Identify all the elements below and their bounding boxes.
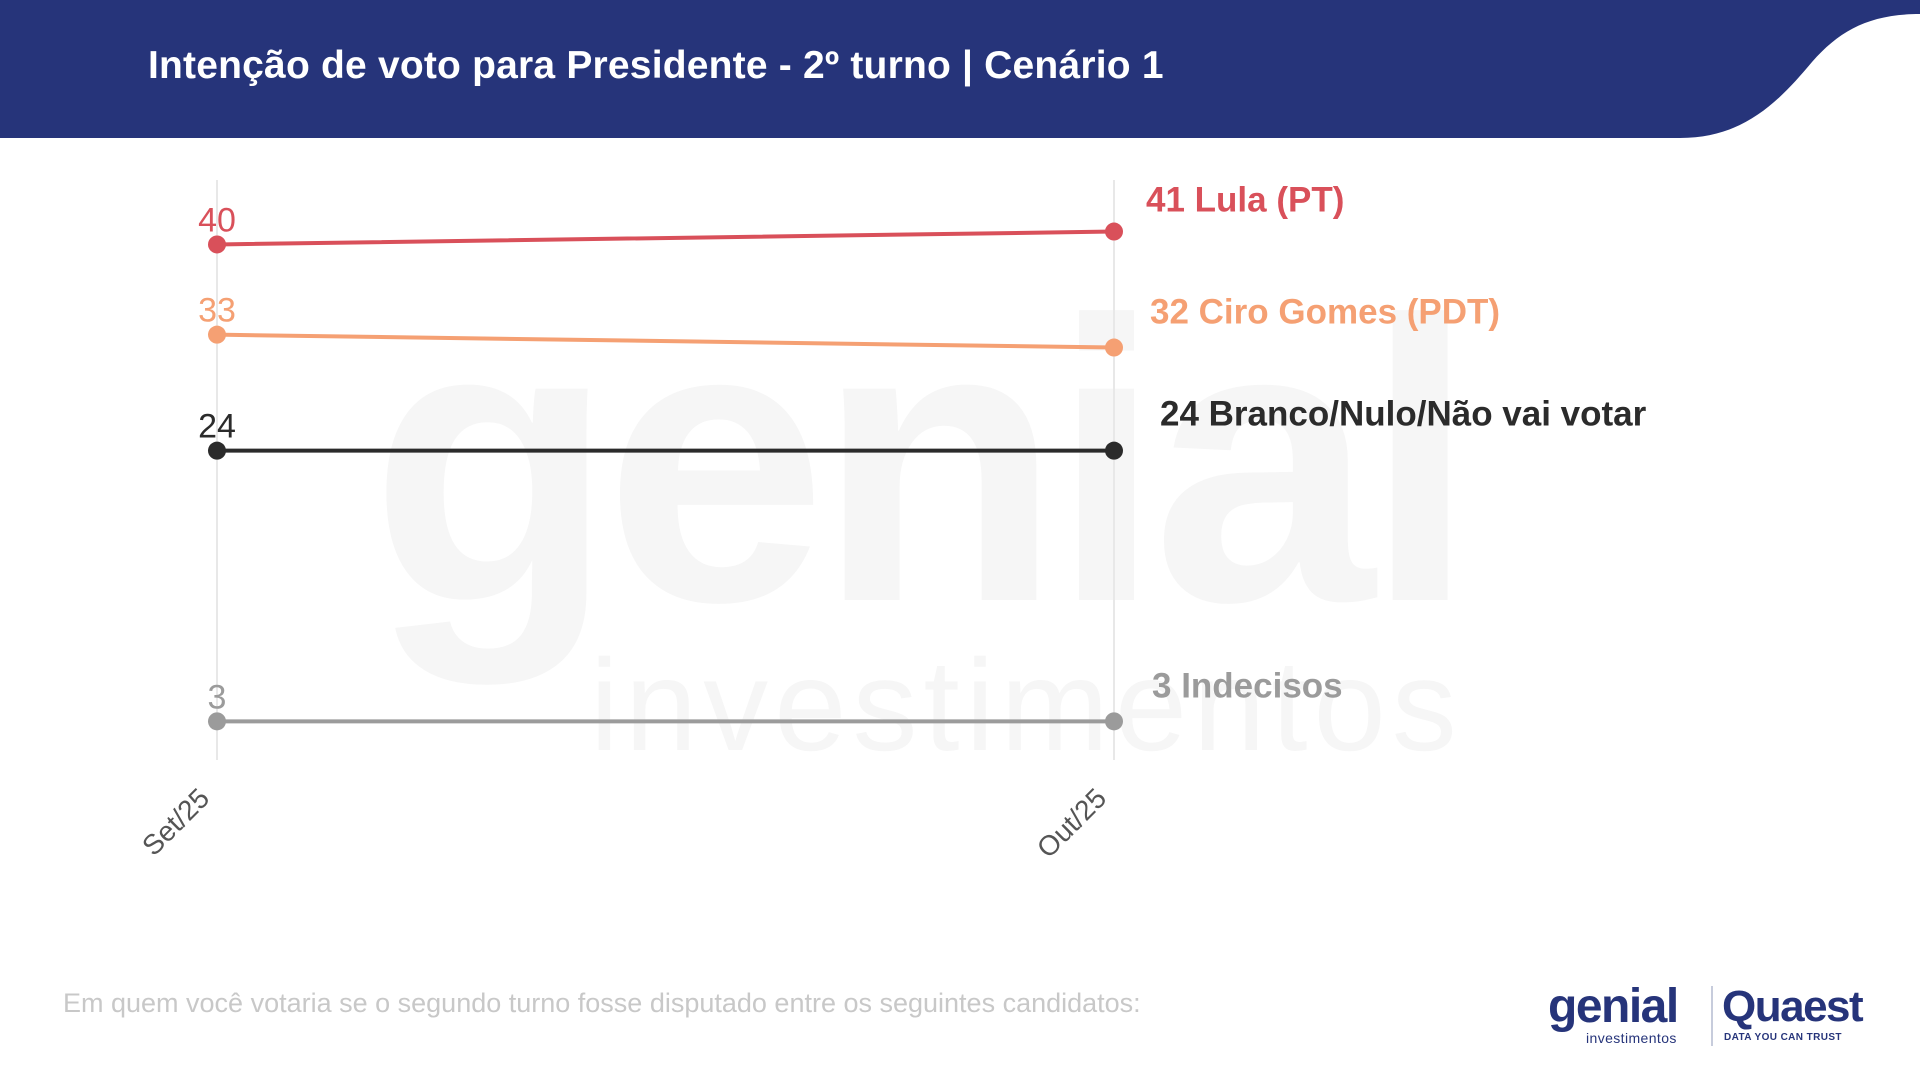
quaest-logo: Quaest xyxy=(1722,982,1864,1031)
series-name-label: Lula (PT) xyxy=(1195,181,1345,220)
series-line xyxy=(215,332,1116,350)
genial-logo: genial xyxy=(1548,980,1679,1033)
x-tick-label: Set/25 xyxy=(136,782,215,861)
end-label: 32 Ciro Gomes (PDT) xyxy=(1150,293,1500,332)
data-point xyxy=(1105,441,1123,460)
quaest-logo-subtitle: DATA YOU CAN TRUST xyxy=(1724,1032,1842,1043)
data-point xyxy=(208,325,226,344)
data-point xyxy=(208,712,226,731)
start-value-label: 3 xyxy=(208,678,227,716)
logo-divider xyxy=(1711,986,1713,1046)
data-point xyxy=(208,235,226,254)
end-label: 3 Indecisos xyxy=(1152,666,1343,705)
series-line xyxy=(215,229,1116,247)
logos: genial investimentos Quaest DATA YOU CAN… xyxy=(1548,982,1878,1052)
genial-logo-subtitle: investimentos xyxy=(1586,1030,1677,1046)
watermark-main: genial xyxy=(370,300,1466,688)
data-point xyxy=(1105,222,1123,241)
series-name-label: Indecisos xyxy=(1181,666,1342,705)
end-value-label: 32 xyxy=(1150,293,1199,332)
header-banner: Intenção de voto para Presidente - 2º tu… xyxy=(0,0,1920,140)
start-value-label: 24 xyxy=(198,408,236,446)
series-name-label: Branco/Nulo/Não vai votar xyxy=(1209,395,1647,434)
end-label: 41 Lula (PT) xyxy=(1146,181,1344,220)
header-shape xyxy=(0,0,1920,138)
question-footnote: Em quem você votaria se o segundo turno … xyxy=(63,988,1141,1018)
end-value-label: 3 xyxy=(1152,666,1181,705)
end-label: 24 Branco/Nulo/Não vai votar xyxy=(1160,395,1647,434)
page-title: Intenção de voto para Presidente - 2º tu… xyxy=(148,44,1164,87)
x-tick-label: Out/25 xyxy=(1031,782,1112,863)
end-value-label: 41 xyxy=(1146,181,1195,220)
watermark-sub: investimentos xyxy=(590,632,1463,770)
data-point xyxy=(208,441,226,460)
end-value-label: 24 xyxy=(1160,395,1209,434)
data-point xyxy=(1105,338,1123,357)
watermark-logo: genial investimentos xyxy=(370,300,1476,770)
data-point xyxy=(1105,712,1123,731)
series-name-label: Ciro Gomes (PDT) xyxy=(1199,293,1500,332)
start-value-label: 40 xyxy=(198,201,236,239)
start-value-label: 33 xyxy=(198,292,236,330)
